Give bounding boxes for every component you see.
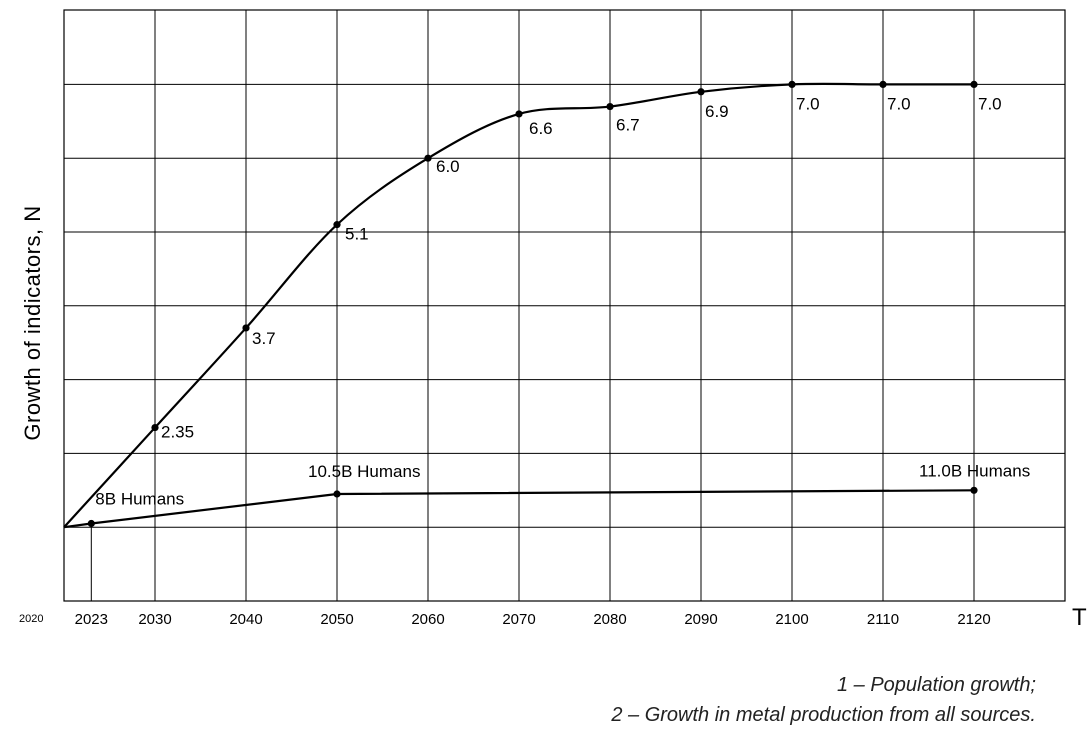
x-tick-2050: 2050 <box>320 611 353 628</box>
x-tick-2120: 2120 <box>957 611 990 628</box>
x-tick-2100: 2100 <box>775 611 808 628</box>
x-tick-2070: 2070 <box>502 611 535 628</box>
metal-production-line <box>63 82 974 528</box>
metal-label-2110: 7.0 <box>887 94 911 113</box>
population-label-2050: 10.5B Humans <box>308 462 420 481</box>
metal-point-2080 <box>606 102 614 111</box>
plot-frame <box>63 9 1066 602</box>
metal-label-2050: 5.1 <box>345 225 369 244</box>
x-tick-labels: 2020 2023 2030 2040 2050 2060 2070 2080 2090 2100… <box>19 611 991 628</box>
population-point-2050 <box>333 490 341 498</box>
population-label-2023: 8B Humans <box>95 490 184 509</box>
x-tick-2040: 2040 <box>229 611 262 628</box>
metal-point-2100 <box>788 80 796 88</box>
y-axis-title: Growth of indicators, N <box>20 205 45 440</box>
metal-point-2110 <box>879 80 887 88</box>
population-line <box>63 489 975 529</box>
population-label-2120: 11.0B Humans <box>919 461 1030 480</box>
metal-label-2100: 7.0 <box>796 94 820 113</box>
population-point-2120 <box>970 486 978 494</box>
metal-label-2070: 6.6 <box>529 119 553 138</box>
x-tick-2090: 2090 <box>684 611 717 628</box>
legend-note-metal: 2 – Growth in metal production from all … <box>611 704 1036 726</box>
metal-point-2070 <box>515 110 523 118</box>
metal-point-2050 <box>333 221 341 229</box>
metal-point-2120 <box>970 80 978 88</box>
legend-note-population: 1 – Population growth; <box>836 674 1036 696</box>
x-axis-title: T <box>1072 604 1087 631</box>
x-tick-2023: 2023 <box>75 611 108 628</box>
x-tick-2060: 2060 <box>411 611 444 628</box>
metal-point-2090 <box>697 88 705 96</box>
metal-label-2060: 6.0 <box>436 157 460 176</box>
point-labels: 2.35 3.7 5.1 6.0 6.6 6.7 6.9 7.0 7.0 7.0 8B Humans… <box>95 94 1030 508</box>
x-tick-2110: 2110 <box>867 611 899 628</box>
metal-point-2040 <box>242 324 250 332</box>
metal-label-2040: 3.7 <box>252 329 276 348</box>
x-tick-start: 2020 <box>19 613 43 625</box>
x-tick-2080: 2080 <box>593 611 626 628</box>
population-point-2023 <box>87 519 95 528</box>
metal-label-2120: 7.0 <box>978 94 1002 113</box>
metal-label-2090: 6.9 <box>705 102 729 121</box>
series-layer <box>63 80 978 529</box>
metal-label-2080: 6.7 <box>616 116 640 135</box>
metal-point-2060 <box>424 154 432 162</box>
metal-point-2030 <box>151 423 159 432</box>
x-tick-2030: 2030 <box>138 611 171 628</box>
metal-label-2030: 2.35 <box>161 423 194 442</box>
grid <box>64 10 1065 601</box>
